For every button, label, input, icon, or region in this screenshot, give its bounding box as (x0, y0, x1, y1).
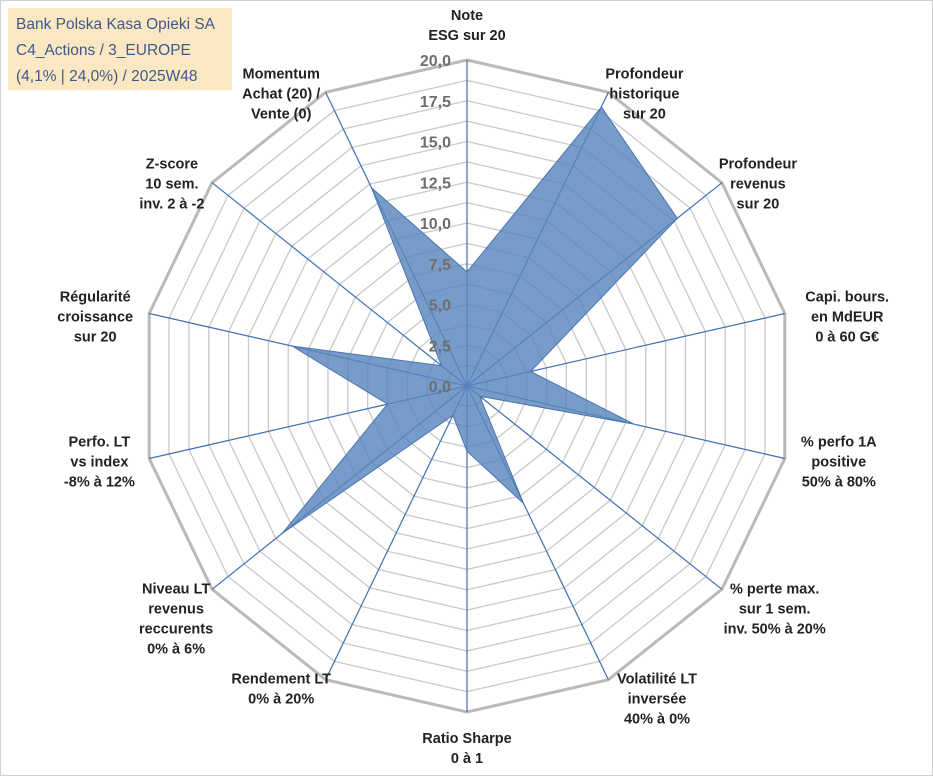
tick-label: 5,0 (429, 298, 451, 315)
axis-label: revenus (730, 177, 786, 193)
axis-label: Perfo. LT (69, 435, 131, 451)
tick-label: 15,0 (420, 135, 451, 152)
axis-label: 0 à 60 G€ (815, 330, 879, 346)
tick-label: 7,5 (429, 257, 451, 274)
axis-label: Z-score (146, 157, 198, 173)
series-area (281, 106, 678, 534)
axis-label-layer: Note ESG sur 20 Profondeur historique sur 20… (57, 8, 889, 767)
axis-label: -8% à 12% (64, 475, 135, 491)
axis-spoke (211, 182, 468, 387)
axis-label: sur 1 sem. (739, 601, 811, 617)
axis-label: inv. 2 à -2 (139, 197, 204, 213)
series-layer (281, 106, 678, 534)
axis-label: 10 sem. (145, 177, 198, 193)
axis-label: Niveau LT (142, 581, 210, 597)
title-line-3: (4,1% | 24,0%) / 2025W48 (16, 68, 198, 85)
axis-label: % perte max. (730, 581, 819, 597)
axis-label: en MdEUR (811, 310, 884, 326)
axis-spoke (325, 385, 468, 680)
axis-label: 0% à 6% (147, 641, 205, 657)
axis-label: vs index (70, 455, 128, 471)
axis-label: inv. 50% à 20% (724, 621, 826, 637)
axis-label: 50% à 80% (802, 475, 876, 491)
title-line-1: Bank Polska Kasa Opieki SA (16, 16, 216, 33)
axis-label: Volatilité LT (617, 672, 697, 688)
axis-label: reccurents (139, 621, 213, 637)
axis-label: Profondeur (719, 157, 797, 173)
title-box: Bank Polska Kasa Opieki SA C4_Actions / … (8, 8, 232, 90)
tick-label: 0,0 (429, 379, 451, 396)
axis-label: 0 à 1 (451, 751, 483, 767)
axis-label: 0% à 20% (248, 692, 314, 708)
axis-label: Capi. bours. (805, 290, 889, 306)
axis-label: Note (451, 8, 483, 24)
axis-spoke (466, 385, 723, 590)
title-line-2: C4_Actions / 3_EUROPE (16, 42, 191, 59)
axis-label: sur 20 (623, 106, 666, 122)
title-box-bg (8, 8, 232, 90)
axis-label: Profondeur (605, 66, 683, 82)
axis-label: historique (609, 86, 679, 102)
axis-label: ESG sur 20 (428, 28, 505, 44)
axis-label: Momentum (243, 66, 320, 82)
axis-label: sur 20 (74, 330, 117, 346)
axis-label: % perfo 1A (801, 435, 877, 451)
tick-label: 10,0 (420, 216, 451, 233)
axis-label: revenus (148, 601, 204, 617)
axis-label: Rendement LT (231, 672, 331, 688)
axis-label: Ratio Sharpe (422, 731, 511, 747)
axis-label: positive (811, 455, 866, 471)
axis-label: 40% à 0% (624, 712, 690, 728)
axis-label: Vente (0) (251, 106, 312, 122)
tick-label: 20,0 (420, 53, 451, 70)
tick-label: 2,5 (429, 338, 451, 355)
axis-label: inversée (628, 692, 687, 708)
tick-layer: 0,0 2,5 5,0 7,5 10,0 12,5 15,0 17,5 20,0 (420, 53, 451, 396)
tick-label: 17,5 (420, 94, 451, 111)
axis-label: sur 20 (737, 197, 780, 213)
axis-label: croissance (57, 310, 133, 326)
axis-label: Achat (20) / (242, 86, 320, 102)
axis-label: Régularité (60, 290, 131, 306)
tick-label: 12,5 (420, 175, 451, 192)
